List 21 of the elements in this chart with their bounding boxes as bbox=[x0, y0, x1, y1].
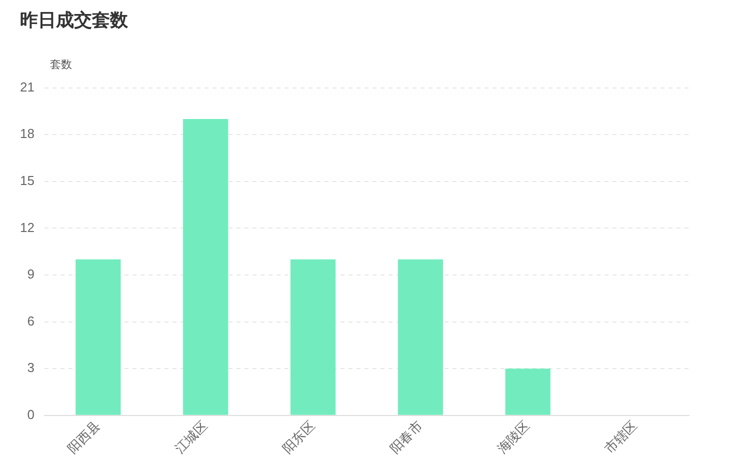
x-tick-label: 阳东区 bbox=[279, 418, 318, 456]
y-tick-label: 15 bbox=[20, 172, 34, 188]
y-tick-label: 9 bbox=[27, 266, 34, 282]
y-axis-title: 套数 bbox=[50, 57, 72, 72]
y-tick-label: 18 bbox=[20, 126, 34, 142]
bar bbox=[76, 259, 121, 415]
bar bbox=[505, 368, 550, 415]
bar bbox=[398, 259, 443, 415]
x-tick-label: 市辖区 bbox=[602, 418, 640, 456]
bar bbox=[290, 259, 336, 415]
y-tick-label: 6 bbox=[27, 313, 34, 328]
x-tick-label: 海陵区 bbox=[494, 418, 533, 456]
y-tick-label: 0 bbox=[27, 406, 34, 422]
x-tick-label: 阳西县 bbox=[64, 418, 103, 456]
y-tick-label: 21 bbox=[20, 79, 34, 94]
x-tick-label: 阳春市 bbox=[386, 418, 426, 456]
y-tick-label: 3 bbox=[27, 360, 34, 376]
x-tick-label: 江城区 bbox=[172, 418, 210, 456]
bar bbox=[183, 119, 228, 415]
chart-title: 昨日成交套数 bbox=[20, 9, 128, 32]
y-tick-label: 12 bbox=[20, 220, 34, 235]
